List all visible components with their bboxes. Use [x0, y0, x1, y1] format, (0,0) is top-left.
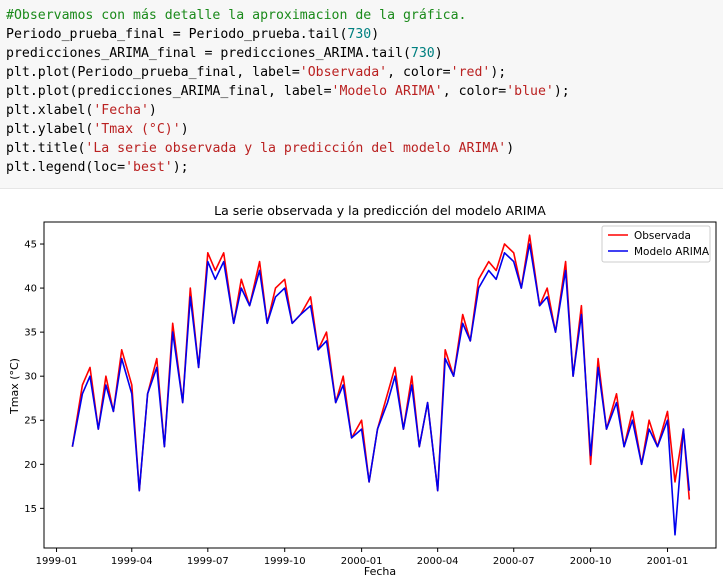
- y-tick-label: 30: [24, 372, 37, 383]
- legend-label-modelo-arima: Modelo ARIMA: [634, 246, 710, 258]
- y-tick-label: 35: [24, 328, 37, 339]
- code-comment: #Observamos con más detalle la aproximac…: [6, 8, 467, 23]
- series-modelo-arima-line: [71, 243, 691, 536]
- code-number: 730: [410, 46, 435, 61]
- legend-box: [601, 225, 711, 263]
- code-text: );: [553, 84, 570, 99]
- code-text: predicciones_ARIMA_final = predicciones_…: [6, 46, 411, 61]
- cell-output: La serie observada y la predicción del m…: [0, 194, 723, 582]
- x-axis-label: Fecha: [364, 565, 396, 578]
- x-tick-label: 1999-01: [36, 556, 78, 567]
- code-text: plt.xlabel(: [6, 103, 94, 118]
- y-axis-label: Tmax (°C): [8, 358, 21, 415]
- series-observada-line: [71, 234, 691, 500]
- code-string: 'La serie observada y la predicción del …: [85, 141, 507, 156]
- code-string: 'Observada': [299, 65, 388, 80]
- code-string: 'Modelo ARIMA': [331, 84, 443, 99]
- code-cell[interactable]: #Observamos con más detalle la aproximac…: [0, 0, 723, 189]
- x-tick-label: 2000-10: [570, 556, 612, 567]
- code-string: 'red': [450, 65, 491, 80]
- code-text: );: [490, 65, 507, 80]
- code-text: plt.plot(Periodo_prueba_final, label=: [6, 65, 300, 80]
- x-tick-label: 2000-01: [341, 556, 383, 567]
- code-text: ): [434, 46, 443, 61]
- code-text: ): [371, 27, 380, 42]
- y-axis: 15 20 25 30 35 40 45: [24, 240, 44, 515]
- y-tick-label: 20: [24, 460, 37, 471]
- x-axis: 1999-01 1999-04 1999-07 1999-10 2000-01 2000-…: [36, 548, 689, 567]
- series-layer: [71, 234, 691, 536]
- y-tick-label: 15: [24, 504, 37, 515]
- plot-frame: [43, 221, 717, 549]
- y-tick-label: 25: [24, 416, 37, 427]
- code-string: 'Tmax (°C)': [93, 122, 181, 137]
- code-text: plt.title(: [6, 141, 86, 156]
- code-text: plt.plot(predicciones_ARIMA_final, label…: [6, 84, 332, 99]
- x-tick-label: 1999-10: [264, 556, 306, 567]
- code-text: ): [506, 141, 515, 156]
- line-chart: La serie observada y la predicción del m…: [8, 203, 717, 578]
- code-number: 730: [347, 27, 372, 42]
- code-string: 'Fecha': [93, 103, 149, 118]
- legend: Observada Modelo ARIMA: [601, 225, 711, 263]
- x-tick-label: 2000-07: [493, 556, 535, 567]
- code-block[interactable]: #Observamos con más detalle la aproximac…: [0, 0, 723, 177]
- legend-label-observada: Observada: [634, 230, 691, 242]
- code-text: Periodo_prueba_final = Periodo_prueba.ta…: [6, 27, 348, 42]
- x-tick-label: 2001-01: [647, 556, 689, 567]
- code-text: plt.legend(loc=: [6, 160, 126, 175]
- code-text: ): [180, 122, 189, 137]
- y-tick-label: 45: [24, 240, 37, 251]
- code-text: );: [172, 160, 189, 175]
- code-text: , color=: [442, 84, 507, 99]
- code-string: 'best': [125, 160, 173, 175]
- code-text: , color=: [387, 65, 451, 80]
- y-tick-label: 40: [24, 284, 37, 295]
- code-string: 'blue': [506, 84, 554, 99]
- chart-title: La serie observada y la predicción del m…: [214, 203, 546, 218]
- code-text: ): [148, 103, 157, 118]
- x-tick-label: 2000-04: [417, 556, 459, 567]
- x-tick-label: 1999-07: [187, 556, 229, 567]
- code-text: plt.ylabel(: [6, 122, 94, 137]
- x-tick-label: 1999-04: [111, 556, 153, 567]
